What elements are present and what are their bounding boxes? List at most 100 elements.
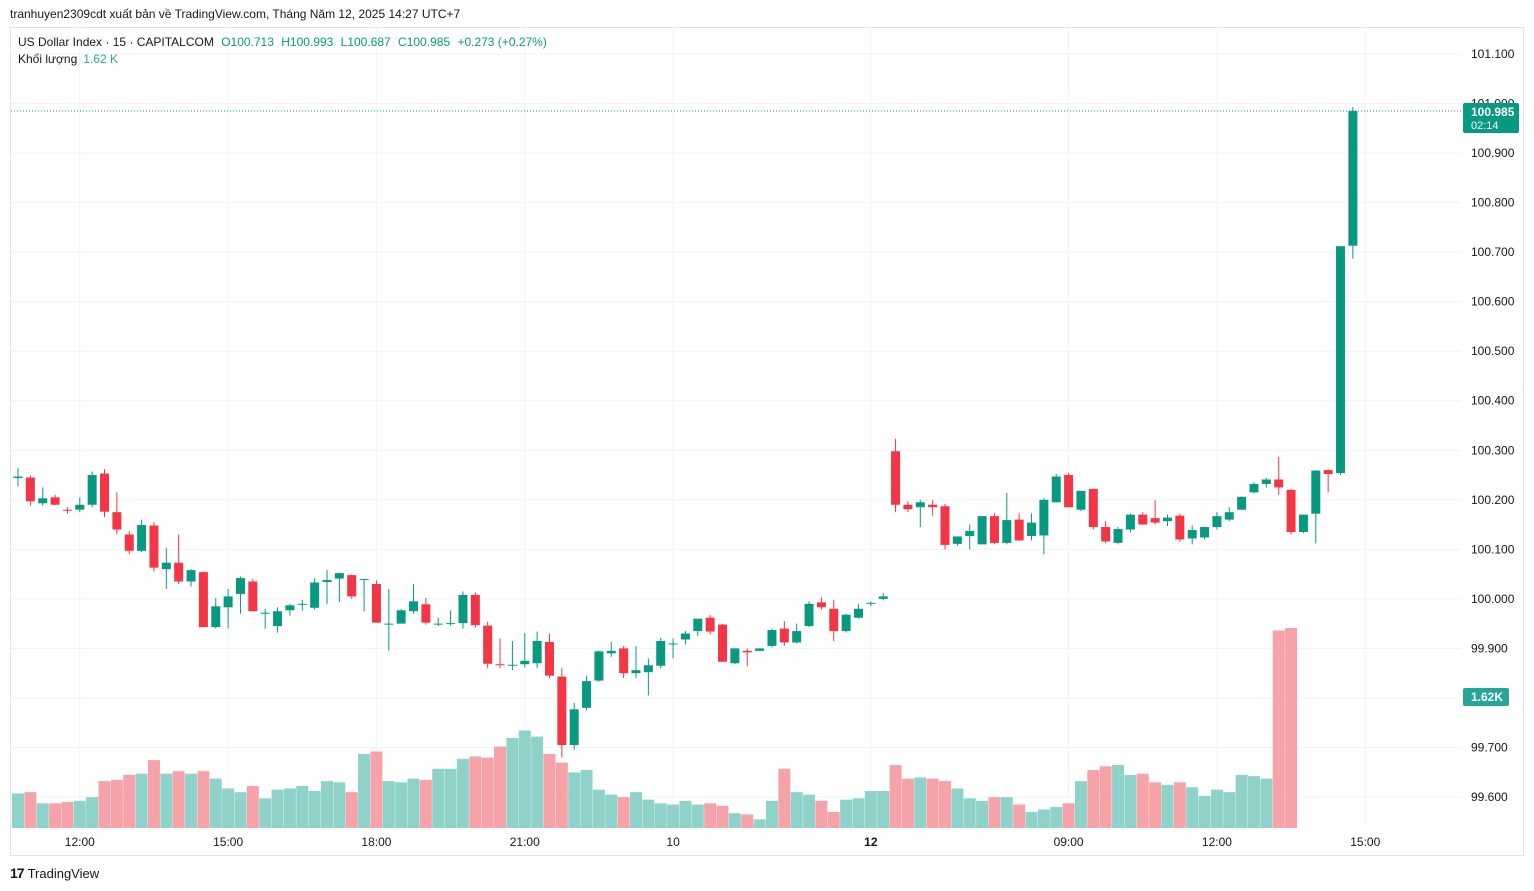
candle-body (1237, 496, 1247, 510)
volume-bar (889, 765, 902, 828)
candle (248, 579, 258, 612)
volume-badge-value: 1.62K (1471, 690, 1503, 704)
candle-body (557, 676, 567, 745)
volume-bar (840, 799, 853, 828)
candle-body (903, 504, 913, 510)
volume-bar (741, 814, 754, 828)
volume-bar (1087, 769, 1100, 828)
volume-bar (580, 769, 593, 828)
low-value: L100.687 (340, 35, 391, 49)
candle-body (1125, 514, 1135, 530)
candle-body (1348, 110, 1358, 246)
candle-body (1187, 530, 1197, 539)
time-tick-label: 21:00 (510, 835, 540, 849)
candle (1051, 474, 1061, 503)
price-tick-label: 101.100 (1471, 47, 1515, 61)
time-tick-label: 09:00 (1054, 835, 1084, 849)
volume-bar (605, 794, 618, 828)
candle-body (1101, 527, 1111, 542)
volume-bar (877, 790, 890, 828)
time-tick-label: 12:00 (1202, 835, 1232, 849)
volume-bar (568, 772, 581, 828)
candle-body (718, 624, 728, 662)
candle-body (792, 631, 802, 643)
volume-bar (246, 786, 259, 828)
volume-bar (506, 737, 519, 828)
candle-body (100, 473, 110, 512)
candle-body (1014, 519, 1024, 541)
candle-body (483, 625, 493, 664)
volume-bar (1136, 773, 1149, 828)
candle-body (174, 562, 184, 582)
candle (631, 645, 641, 679)
candle-body (260, 612, 270, 614)
candle (149, 522, 159, 572)
volume-bar (308, 790, 321, 828)
candle (952, 536, 962, 546)
candle (1323, 469, 1333, 493)
candle-body (656, 640, 666, 666)
candle-body (433, 623, 443, 625)
candle (211, 597, 221, 629)
price-tick-label: 100.100 (1471, 542, 1515, 556)
candle-body (13, 476, 23, 479)
volume-bar (12, 793, 24, 828)
candle (446, 610, 456, 626)
volume-bar (852, 798, 865, 828)
volume-bar (1260, 778, 1273, 828)
candle (483, 621, 493, 669)
open-value: O100.713 (221, 35, 274, 49)
candle-body (891, 451, 901, 505)
candle (13, 468, 23, 487)
candle-body (371, 584, 381, 623)
candle (198, 571, 208, 628)
close-value: C100.985 (398, 35, 451, 49)
candle-body (1336, 246, 1346, 474)
volume-bar (753, 819, 766, 828)
candle (1125, 513, 1135, 533)
symbol-label[interactable]: US Dollar Index · 15 · CAPITALCOM (18, 35, 214, 49)
candle (693, 618, 703, 637)
volume-bar (432, 768, 445, 828)
candle (396, 609, 406, 624)
candle-body (458, 594, 468, 624)
volume-label[interactable]: Khối lượng (18, 52, 78, 66)
tradingview-logo-icon: 17 (10, 865, 25, 881)
candle (532, 631, 542, 669)
candle-body (1212, 516, 1222, 528)
volume-bar (271, 789, 284, 828)
tradingview-footer[interactable]: 17 TradingView (10, 865, 99, 881)
candle (87, 471, 97, 508)
candle-body (1113, 529, 1123, 543)
volume-bar (24, 792, 37, 828)
volume-bar (914, 777, 927, 828)
candle-body (1323, 470, 1333, 475)
candle (1076, 490, 1086, 512)
candle (285, 603, 295, 616)
price-tick-label: 100.600 (1471, 295, 1515, 309)
candle (100, 469, 110, 518)
volume-bar (617, 797, 630, 828)
volume-bar (864, 790, 877, 828)
candle-body (1224, 512, 1234, 520)
candle (384, 588, 394, 651)
price-tick-label: 100.800 (1471, 196, 1515, 210)
candle-body (1298, 514, 1308, 532)
high-value: H100.993 (281, 35, 334, 49)
candle-body (1088, 488, 1098, 528)
candle-body (446, 623, 456, 625)
candle (668, 638, 678, 659)
volume-bar (209, 778, 222, 828)
candle (273, 607, 283, 633)
candle (866, 601, 876, 607)
candle (75, 497, 85, 513)
volume-bar (73, 800, 86, 828)
candle (718, 623, 728, 662)
candle (1348, 107, 1358, 259)
candle (544, 633, 554, 679)
volume-bar (1173, 782, 1186, 828)
candle-body (816, 602, 826, 608)
candle-body (297, 603, 307, 605)
candle (1088, 488, 1098, 530)
